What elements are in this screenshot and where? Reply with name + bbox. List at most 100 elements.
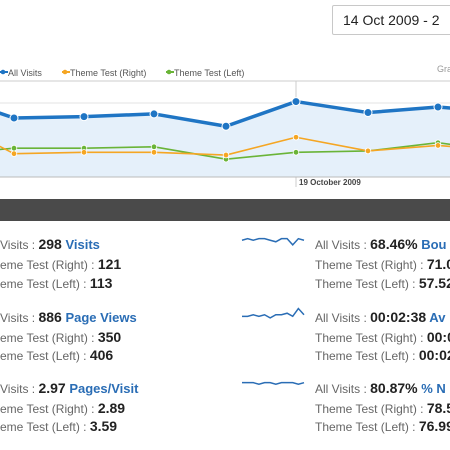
metric-label: eme Test (Left) : — [0, 277, 90, 291]
data-point — [79, 112, 89, 122]
legend-label: All Visits — [8, 68, 42, 78]
metric-value: 80.87% — [370, 380, 418, 396]
date-range-picker[interactable]: 14 Oct 2009 - 2 — [332, 5, 450, 35]
sparkline-path — [241, 237, 305, 247]
data-point — [150, 149, 158, 156]
metric-value: 71.07 — [426, 256, 450, 272]
left-metric-row: eme Test (Right) : 2.89 — [0, 400, 125, 416]
metric-label: Visits : — [0, 382, 39, 396]
metric-value: 3.59 — [89, 418, 118, 434]
metric-label: eme Test (Right) : — [0, 258, 98, 272]
metric-value: 78.5 — [426, 400, 450, 416]
data-point — [221, 121, 231, 131]
right-metric-row: Theme Test (Right) : 71.07 — [315, 256, 450, 272]
data-point — [10, 144, 18, 152]
left-metric-row: Visits : 886 Page Views — [0, 309, 137, 325]
metric-value: 68.46% — [370, 236, 418, 252]
right-metric-row: All Visits : 80.87% % N — [315, 380, 446, 396]
sparkline — [242, 381, 305, 386]
metric-value: 350 — [97, 329, 122, 345]
metric-value: 298 — [38, 236, 62, 252]
metric-value: 2.89 — [97, 400, 126, 416]
sparkline-path — [242, 307, 305, 319]
legend-swatch-dot — [62, 69, 68, 75]
left-metric-row: eme Test (Left) : 406 — [0, 347, 113, 363]
metric-label: Theme Test (Right) : — [315, 258, 427, 272]
metric-name-link[interactable]: Bou — [417, 237, 447, 252]
x-tick-label: 19 October 2009 — [299, 178, 361, 187]
metric-label: Theme Test (Left) : — [315, 420, 419, 434]
left-metric-row: eme Test (Left) : 113 — [0, 275, 112, 291]
legend-swatch-dot — [166, 69, 172, 75]
metric-label: Visits : — [0, 238, 39, 252]
metric-value: 113 — [89, 275, 113, 291]
series-line-1 — [0, 136, 450, 156]
metric-label: Theme Test (Left) : — [315, 349, 419, 363]
data-point — [10, 150, 18, 157]
metric-name-link[interactable]: % N — [417, 381, 446, 396]
data-point — [149, 109, 159, 119]
metric-value: 121 — [97, 256, 122, 272]
data-point — [433, 102, 443, 112]
right-metric-row: Theme Test (Right) : 78.5 — [315, 400, 450, 416]
metric-label: Theme Test (Right) : — [315, 402, 427, 416]
all-visits-area — [0, 101, 450, 177]
data-point — [150, 143, 158, 151]
left-metric-row: eme Test (Left) : 3.59 — [0, 418, 117, 434]
data-point — [291, 97, 301, 107]
left-metric-row: Visits : 2.97 Pages/Visit — [0, 380, 138, 396]
right-metric-row: Theme Test (Left) : 00:02 — [315, 347, 450, 363]
data-point — [9, 113, 19, 123]
right-metric-row: Theme Test (Left) : 76.99 — [315, 418, 450, 434]
right-metric-row: Theme Test (Left) : 57.52 — [315, 275, 450, 291]
legend-item-2: Theme Test (Left) — [166, 68, 244, 78]
metric-name-link[interactable]: Page Views — [61, 310, 137, 325]
section-divider-bar — [0, 199, 450, 221]
metric-name-link[interactable]: Av — [426, 310, 446, 325]
legend-item-0: All Visits — [0, 68, 42, 78]
legend-item-1: Theme Test (Right) — [62, 68, 146, 78]
data-point — [363, 108, 373, 118]
data-point — [364, 147, 372, 155]
visits-line-chart: All Visits Theme Test (Right) Theme Test (… — [0, 64, 450, 187]
metric-label: Theme Test (Right) : — [315, 331, 427, 345]
data-point — [292, 134, 300, 141]
metric-value: 00:0 — [426, 329, 450, 345]
metric-value: 57.52 — [418, 275, 450, 291]
metric-value: 76.99 — [418, 418, 450, 434]
series-line-0 — [0, 99, 450, 129]
metric-value: 00:02 — [418, 347, 450, 363]
metric-value: 00:02:38 — [370, 309, 427, 325]
sparkline — [242, 307, 305, 319]
series-line-2 — [0, 141, 450, 160]
metric-label: All Visits : — [315, 382, 371, 396]
metric-name-link[interactable]: Visits — [61, 237, 100, 252]
metric-value: 886 — [38, 309, 62, 325]
metric-value: 2.97 — [38, 380, 66, 396]
metric-label: All Visits : — [315, 311, 371, 325]
left-metric-row: eme Test (Right) : 350 — [0, 329, 121, 345]
sparkline — [241, 237, 305, 247]
data-point — [434, 142, 442, 149]
data-point — [80, 149, 88, 156]
metric-value: 406 — [89, 347, 114, 363]
metric-label: All Visits : — [315, 238, 371, 252]
metric-label: Theme Test (Left) : — [315, 277, 419, 291]
chart-legend: All Visits Theme Test (Right) Theme Test (… — [0, 68, 244, 78]
metric-label: eme Test (Right) : — [0, 331, 98, 345]
legend-swatch-dot — [0, 69, 6, 75]
legend-label: Theme Test (Right) — [70, 68, 146, 78]
right-metric-row: Theme Test (Right) : 00:0 — [315, 329, 450, 345]
data-point — [222, 151, 230, 159]
metric-label: eme Test (Left) : — [0, 420, 90, 434]
metric-label: eme Test (Left) : — [0, 349, 90, 363]
metric-label: Visits : — [0, 311, 39, 325]
metric-label: eme Test (Right) : — [0, 402, 98, 416]
left-metric-row: Visits : 298 Visits — [0, 236, 100, 252]
metric-name-link[interactable]: Pages/Visit — [65, 381, 139, 396]
right-metric-row: All Visits : 00:02:38 Av — [315, 309, 445, 325]
legend-label: Theme Test (Left) — [174, 68, 244, 78]
data-point — [292, 149, 300, 156]
right-metric-row: All Visits : 68.46% Bou — [315, 236, 447, 252]
graph-by-label: Gra — [437, 64, 450, 74]
